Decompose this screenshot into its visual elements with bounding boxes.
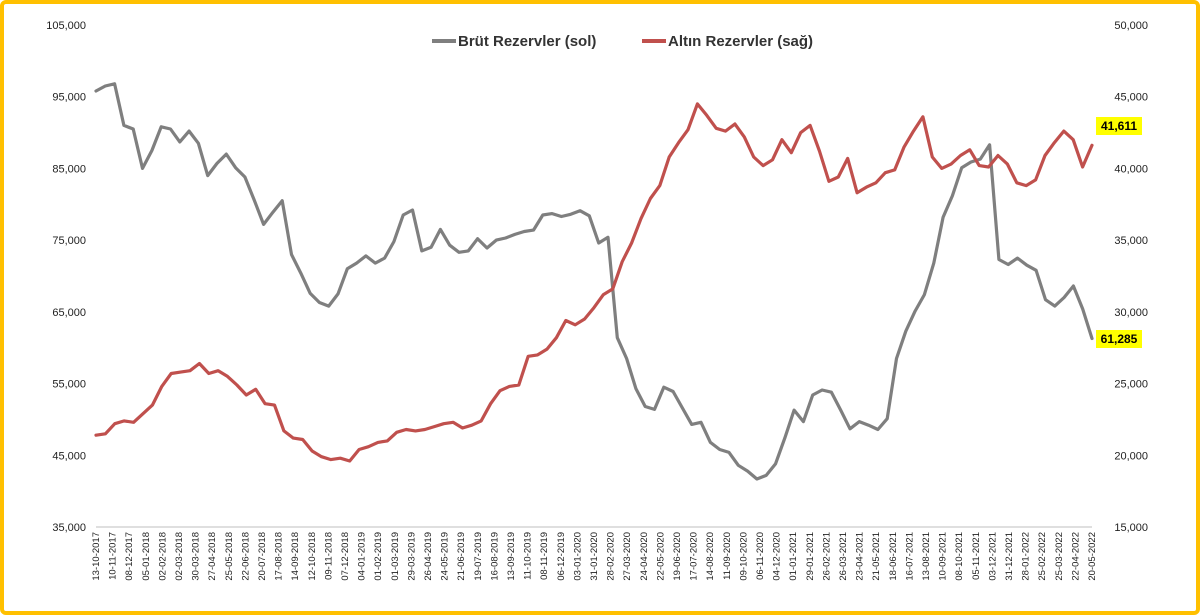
x-tick-label: 22-04-2022 bbox=[1070, 532, 1081, 581]
right-tick-label: 25,000 bbox=[1114, 379, 1148, 391]
x-tick-label: 13-09-2019 bbox=[506, 532, 517, 581]
x-tick-label: 04-01-2019 bbox=[357, 532, 368, 581]
x-tick-label: 03-12-2021 bbox=[987, 532, 998, 581]
end-label-gross-text: 61,285 bbox=[1101, 332, 1138, 346]
right-tick-label: 20,000 bbox=[1114, 450, 1148, 462]
right-axis: 15,000 20,000 25,000 30,000 35,000 40,000 45,0… bbox=[1114, 20, 1148, 534]
x-tick-label: 28-02-2020 bbox=[606, 532, 617, 581]
x-tick-label: 06-11-2020 bbox=[755, 532, 766, 580]
legend-label-gold: Altın Rezervler (sağ) bbox=[668, 33, 813, 50]
x-tick-label: 07-12-2018 bbox=[340, 532, 351, 581]
x-tick-label: 30-03-2018 bbox=[191, 532, 202, 581]
x-tick-label: 24-04-2020 bbox=[639, 532, 650, 581]
x-tick-label: 02-03-2018 bbox=[174, 532, 185, 581]
x-tick-label: 21-05-2021 bbox=[871, 532, 882, 581]
x-tick-label: 12-10-2018 bbox=[307, 532, 318, 581]
right-tick-label: 15,000 bbox=[1114, 522, 1148, 534]
x-tick-label: 19-06-2020 bbox=[672, 532, 683, 581]
x-tick-label: 05-01-2018 bbox=[141, 532, 152, 581]
x-tick-label: 16-07-2021 bbox=[904, 532, 915, 581]
x-tick-label: 10-11-2017 bbox=[108, 532, 119, 580]
left-tick-label: 35,000 bbox=[52, 522, 86, 534]
x-tick-label: 19-07-2019 bbox=[473, 532, 484, 581]
left-tick-label: 105,000 bbox=[46, 20, 86, 32]
x-tick-label: 05-11-2021 bbox=[971, 532, 982, 580]
x-tick-label: 27-03-2020 bbox=[622, 532, 633, 581]
x-tick-label: 31-01-2020 bbox=[589, 532, 600, 581]
x-tick-label: 11-10-2019 bbox=[523, 532, 534, 580]
x-tick-label: 20-07-2018 bbox=[257, 532, 268, 581]
x-tick-label: 06-12-2019 bbox=[556, 532, 567, 581]
x-tick-label: 25-02-2022 bbox=[1037, 532, 1048, 581]
end-label-gold: 41,611 bbox=[1096, 117, 1142, 135]
series-line-gold-reserves bbox=[94, 102, 1094, 463]
x-tick-label: 27-04-2018 bbox=[207, 532, 218, 581]
x-tick-label: 20-05-2022 bbox=[1087, 532, 1098, 581]
x-tick-label: 11-09-2020 bbox=[722, 532, 733, 580]
left-tick-label: 75,000 bbox=[52, 235, 86, 247]
x-axis: 13-10-2017 10-11-2017 08-12-2017 05-01-2018… bbox=[91, 532, 1098, 581]
x-tick-label: 14-08-2020 bbox=[705, 532, 716, 581]
right-tick-label: 50,000 bbox=[1114, 20, 1148, 32]
right-tick-label: 35,000 bbox=[1114, 235, 1148, 247]
x-tick-label: 23-04-2021 bbox=[855, 532, 866, 581]
x-tick-label: 26-04-2019 bbox=[423, 532, 434, 581]
x-tick-label: 14-09-2018 bbox=[290, 532, 301, 581]
end-label-gold-text: 41,611 bbox=[1101, 119, 1137, 133]
x-tick-label: 25-03-2022 bbox=[1054, 532, 1065, 581]
legend-label-gross: Brüt Rezervler (sol) bbox=[458, 33, 596, 50]
left-tick-label: 65,000 bbox=[52, 307, 86, 319]
x-tick-label: 29-01-2021 bbox=[805, 532, 816, 581]
x-tick-label: 13-10-2017 bbox=[91, 532, 102, 581]
end-label-gold-bg bbox=[1096, 117, 1142, 135]
right-tick-label: 30,000 bbox=[1114, 307, 1148, 319]
left-tick-label: 55,000 bbox=[52, 379, 86, 391]
right-tick-label: 45,000 bbox=[1114, 92, 1148, 104]
right-tick-label: 40,000 bbox=[1114, 163, 1148, 175]
end-label-gross: 61,285 bbox=[1096, 330, 1142, 348]
x-tick-label: 03-01-2020 bbox=[572, 532, 583, 581]
x-tick-label: 26-02-2021 bbox=[821, 532, 832, 581]
x-tick-label: 01-02-2019 bbox=[373, 532, 384, 581]
x-tick-label: 01-03-2019 bbox=[390, 532, 401, 581]
x-tick-label: 29-03-2019 bbox=[406, 532, 417, 581]
x-tick-label: 26-03-2021 bbox=[838, 532, 849, 581]
x-tick-label: 25-05-2018 bbox=[224, 532, 235, 581]
x-tick-label: 22-06-2018 bbox=[240, 532, 251, 581]
x-tick-label: 01-01-2021 bbox=[788, 532, 799, 581]
x-tick-label: 09-10-2020 bbox=[738, 532, 749, 581]
x-tick-label: 24-05-2019 bbox=[440, 532, 451, 581]
x-tick-label: 08-10-2021 bbox=[954, 532, 965, 581]
left-tick-label: 95,000 bbox=[52, 92, 86, 104]
x-tick-label: 04-12-2020 bbox=[772, 532, 783, 581]
x-tick-label: 18-06-2021 bbox=[888, 532, 899, 581]
left-tick-label: 85,000 bbox=[52, 163, 86, 175]
x-tick-label: 02-02-2018 bbox=[157, 532, 168, 581]
x-tick-label: 31-12-2021 bbox=[1004, 532, 1015, 581]
x-tick-label: 13-08-2021 bbox=[921, 532, 932, 581]
x-tick-label: 21-06-2019 bbox=[456, 532, 467, 581]
series-layer bbox=[94, 82, 1094, 481]
x-tick-label: 08-11-2019 bbox=[539, 532, 550, 580]
x-tick-label: 17-08-2018 bbox=[274, 532, 285, 581]
x-tick-label: 16-08-2019 bbox=[489, 532, 500, 581]
x-tick-label: 09-11-2018 bbox=[323, 532, 334, 580]
legend: Brüt Rezervler (sol) Altın Rezervler (sa… bbox=[432, 33, 813, 50]
x-tick-label: 10-09-2021 bbox=[938, 532, 949, 581]
left-axis: 35,000 45,000 55,000 65,000 75,000 85,000 95,0… bbox=[46, 20, 86, 534]
x-tick-label: 08-12-2017 bbox=[124, 532, 135, 581]
series-line-gross-reserves bbox=[94, 82, 1094, 481]
x-tick-label: 28-01-2022 bbox=[1021, 532, 1032, 581]
end-label-gross-bg bbox=[1096, 330, 1142, 348]
x-tick-label: 17-07-2020 bbox=[689, 532, 700, 581]
left-tick-label: 45,000 bbox=[52, 450, 86, 462]
x-tick-label: 22-05-2020 bbox=[655, 532, 666, 581]
